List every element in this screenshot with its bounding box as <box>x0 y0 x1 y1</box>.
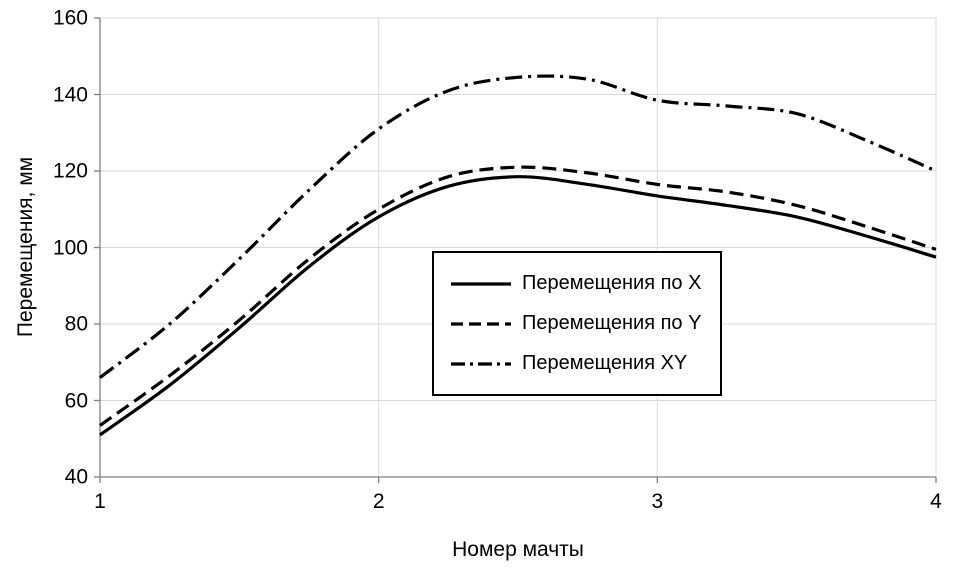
legend-label: Перемещения по X <box>522 272 702 294</box>
series-line-dashed <box>99 165 937 427</box>
legend-line-sample-dashed <box>451 321 511 326</box>
legend-line-sample-solid <box>451 281 511 286</box>
legend-line-sample-dashdot <box>451 361 511 366</box>
x-tick-label: 1 <box>94 490 106 513</box>
x-tick-label: 4 <box>930 490 942 513</box>
y-axis-title: Перемещения, мм <box>14 156 37 338</box>
legend-label: Перемещения по Y <box>522 312 702 334</box>
legend-item: Перемещения по X <box>450 272 710 295</box>
legend-item: Перемещения XY <box>450 352 710 375</box>
y-tick-label: 40 <box>64 465 88 489</box>
series-line-dashdot <box>99 74 937 379</box>
x-axis-title: Номер мачты <box>452 538 584 561</box>
y-tick-label: 60 <box>64 389 88 412</box>
legend-label: Перемещения XY <box>522 352 688 374</box>
y-tick-label: 120 <box>52 159 88 183</box>
legend: Перемещения по X Перемещения по Y Перемеще… <box>432 251 722 396</box>
y-tick-label: 100 <box>52 236 88 259</box>
legend-item: Перемещения по Y <box>450 312 710 335</box>
y-tick-label: 160 <box>52 6 88 30</box>
y-tick-label: 80 <box>64 312 88 336</box>
x-tick-label: 3 <box>651 490 664 513</box>
series-line-solid <box>99 175 937 437</box>
y-tick-label: 140 <box>52 83 88 106</box>
x-tick-label: 2 <box>372 490 385 513</box>
